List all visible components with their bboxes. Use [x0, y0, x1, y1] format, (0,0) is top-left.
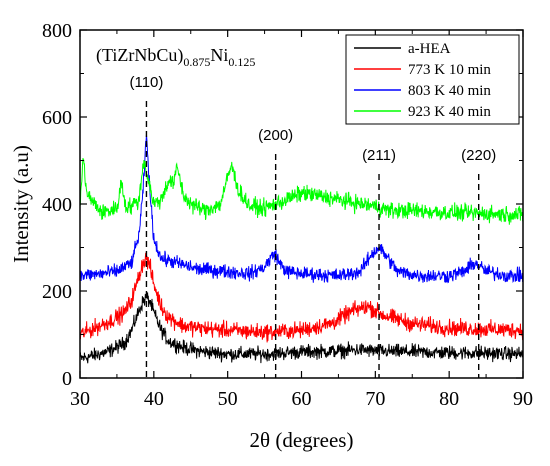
y-tick-label-400: 400	[42, 194, 72, 216]
series-line-803-k-40-min	[80, 134, 523, 284]
legend-label-923-k-40-min: 923 K 40 min	[408, 104, 491, 120]
legend-label-a-hea: a-HEA	[408, 41, 451, 57]
legend-box	[345, 34, 520, 125]
x-tick-label-80: 80	[439, 388, 459, 410]
peak-label-1: (200)	[258, 127, 293, 144]
peak-label-0: (110)	[129, 74, 163, 91]
x-axis-label: 2θ (degrees)	[250, 428, 354, 452]
y-tick-label-800: 800	[42, 20, 72, 42]
y-tick-label-0: 0	[62, 368, 72, 390]
series-line-a-hea	[80, 292, 523, 364]
x-tick-label-60: 60	[292, 388, 312, 410]
y-axis-label: Intensity (a.u)	[9, 145, 33, 263]
x-tick-label-30: 30	[70, 388, 90, 410]
x-tick-label-90: 90	[513, 388, 533, 410]
peak-label-3: (220)	[461, 147, 496, 164]
legend-label-773-k-10-min: 773 K 10 min	[408, 62, 491, 78]
x-tick-label-70: 70	[365, 388, 385, 410]
x-tick-label-50: 50	[218, 388, 238, 410]
peak-label-2: (211)	[362, 147, 396, 164]
x-tick-label-40: 40	[144, 388, 164, 410]
chart-title: (TiZrNbCu)0.875Ni0.125	[96, 45, 255, 69]
y-tick-label-200: 200	[42, 281, 72, 303]
series-line-773-k-10-min	[80, 252, 523, 343]
series-line-923-k-40-min	[80, 158, 523, 225]
y-tick-label-600: 600	[42, 107, 72, 129]
legend-label-803-k-40-min: 803 K 40 min	[408, 83, 491, 99]
